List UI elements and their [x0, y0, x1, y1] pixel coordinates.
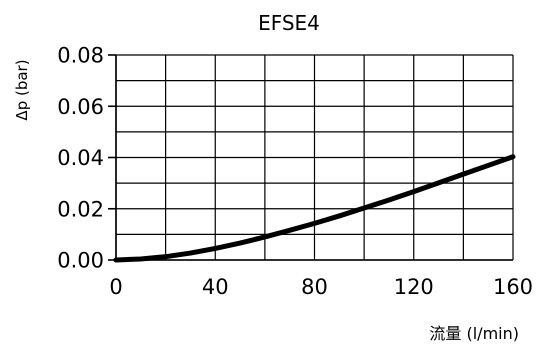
y-tick-label: 0.06: [57, 95, 104, 119]
x-axis-label: 流量 (l/min): [429, 324, 519, 343]
x-tick-label: 80: [301, 275, 328, 299]
y-tick-label: 0.08: [57, 44, 104, 68]
series-group: [113, 154, 516, 263]
grid: [115, 54, 514, 261]
chart-title: EFSE4: [258, 11, 320, 35]
x-tick-label: 0: [109, 275, 122, 299]
y-tick-label: 0.00: [57, 249, 104, 273]
series-line: [113, 154, 516, 263]
y-tick-label: 0.04: [57, 146, 104, 170]
x-tick-label: 160: [493, 275, 533, 299]
tick-labels: 0.00 0.02 0.04 0.06 0.08 0 40 80 120 160: [57, 44, 533, 300]
x-tick-label: 40: [202, 275, 229, 299]
y-tick-label: 0.02: [57, 197, 104, 221]
x-tick-label: 120: [394, 275, 434, 299]
y-axis-label: Δp (bar): [13, 59, 31, 120]
